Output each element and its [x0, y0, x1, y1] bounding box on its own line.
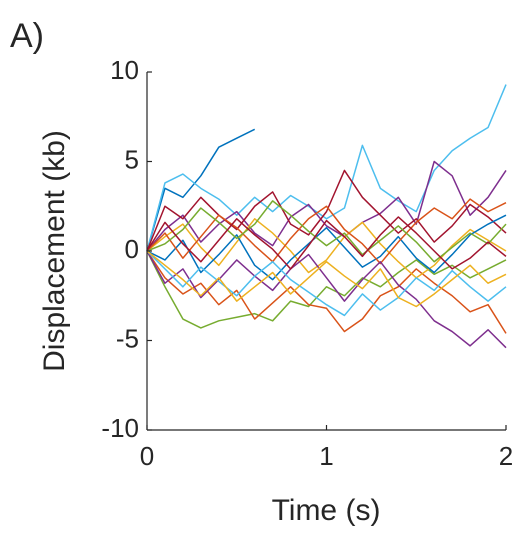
- y-tick-label: 5: [125, 144, 139, 174]
- series-line: [146, 198, 507, 265]
- series-line: [146, 128, 256, 252]
- y-tick-label: -5: [116, 323, 139, 353]
- x-axis-label: Time (s): [272, 494, 381, 527]
- x-tick-label: 1: [319, 441, 333, 471]
- series-line: [146, 169, 507, 252]
- series-line: [146, 214, 507, 281]
- x-tick-label: 0: [140, 441, 154, 471]
- series-line: [146, 84, 507, 252]
- series-line: [146, 250, 507, 329]
- series-line: [146, 216, 507, 270]
- series-line: [146, 250, 507, 334]
- y-tick-label: 0: [125, 234, 139, 264]
- y-tick-label: 10: [110, 55, 139, 85]
- y-axis-label: Displacement (kb): [38, 130, 71, 372]
- series-line: [146, 250, 507, 349]
- series-line: [146, 250, 507, 317]
- series-line: [146, 160, 507, 252]
- series-line: [146, 200, 507, 263]
- series-line: [146, 250, 507, 308]
- y-tick-label: -10: [101, 413, 139, 443]
- x-tick-label: 2: [499, 441, 513, 471]
- panel-label: A): [10, 17, 44, 55]
